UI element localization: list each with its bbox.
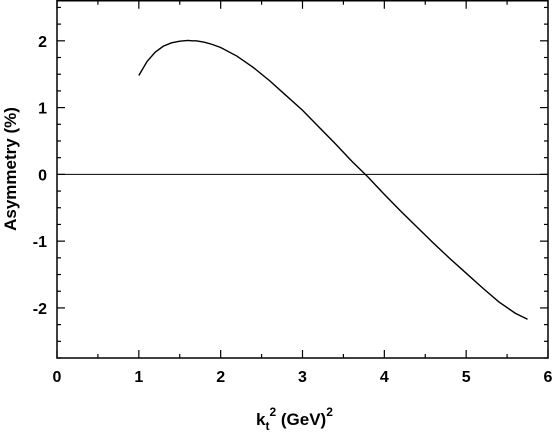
data-series-line: [138, 39, 528, 320]
y-tick-label: 1: [38, 101, 47, 118]
x-tick-label: 5: [462, 369, 471, 386]
y-axis-title: Asymmetry (%): [1, 107, 20, 231]
x-axis-title-unit: (GeV): [276, 410, 326, 429]
x-axis-title-subscript: t: [265, 419, 269, 433]
x-axis-title: kt2 (GeV)2: [256, 405, 333, 433]
x-tick-label: 3: [298, 369, 307, 386]
x-tick-label: 4: [380, 369, 389, 386]
x-tick-label: 0: [53, 369, 62, 386]
x-tick-label: 2: [216, 369, 225, 386]
tick-labels: 0 1 2 3 4 5 6 -2 -1 0 1 2: [33, 34, 553, 386]
x-tick-label: 1: [134, 369, 143, 386]
plot-frame: [56, 0, 549, 359]
y-tick-label: 0: [38, 167, 47, 184]
x-axis-title-superscript: 2: [269, 405, 276, 419]
y-tick-label: -1: [33, 234, 47, 251]
x-axis-title-base: k: [256, 410, 266, 429]
x-tick-label: 6: [544, 369, 553, 386]
x-axis-title-unit-superscript: 2: [326, 405, 333, 419]
y-tick-label: 2: [38, 34, 47, 51]
axis-ticks: [56, 0, 549, 359]
y-tick-label: -2: [33, 301, 47, 318]
